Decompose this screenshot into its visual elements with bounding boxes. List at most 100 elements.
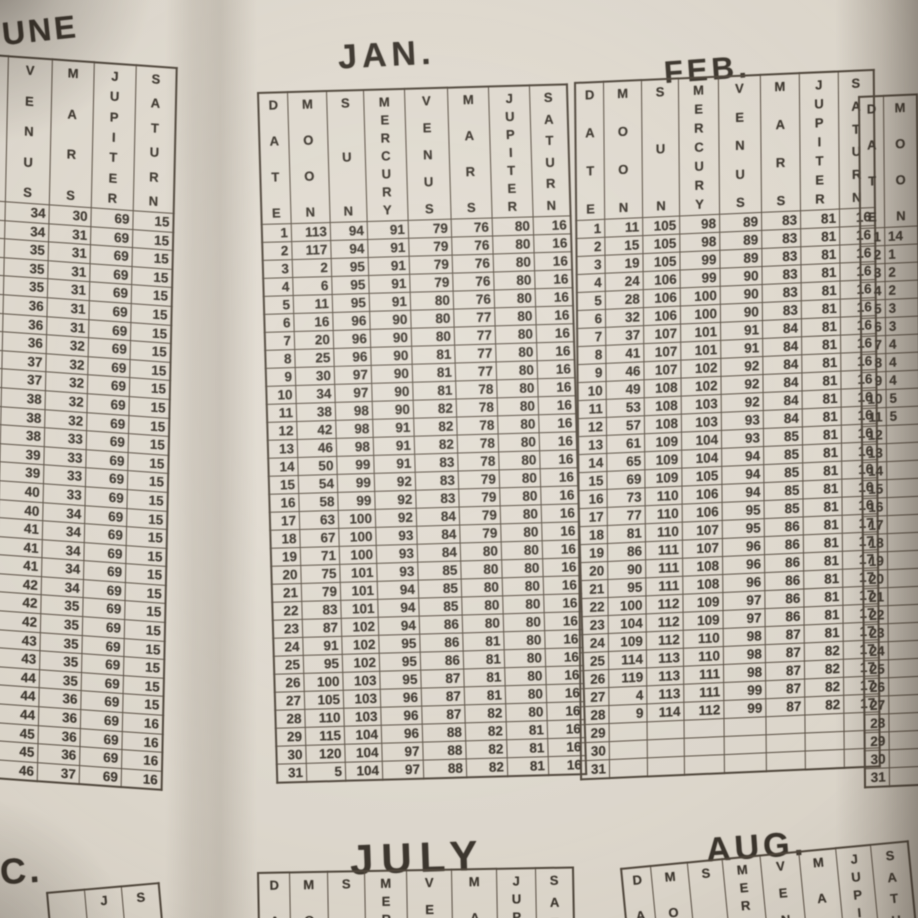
cell: 21 — [863, 587, 888, 607]
cell: 80 — [502, 594, 545, 614]
cell: 61 — [606, 433, 645, 454]
cell: 5 — [886, 406, 918, 426]
cell: 97 — [723, 608, 766, 629]
cell — [889, 766, 918, 787]
cell: 54 — [298, 474, 338, 494]
cell: 25 — [273, 655, 304, 675]
cell: 75 — [300, 564, 341, 584]
cell: 95 — [722, 518, 765, 539]
cell: 81 — [800, 227, 840, 247]
cell: 91 — [368, 256, 410, 276]
cell: 81 — [412, 363, 456, 383]
cell — [886, 478, 918, 498]
cell: 95 — [378, 634, 421, 654]
cell: 77 — [607, 505, 646, 526]
cell — [888, 676, 918, 696]
cell: 90 — [370, 328, 412, 348]
cell: 107 — [682, 520, 723, 541]
cell: 83 — [762, 264, 802, 285]
table-row: 18 — [862, 532, 918, 553]
dec-table-section: J S — [46, 882, 165, 918]
cell: 99 — [723, 698, 766, 719]
cell: 85 — [763, 480, 804, 501]
cell: 81 — [803, 569, 843, 589]
cell: 96 — [722, 536, 765, 557]
cell: 78 — [457, 433, 499, 454]
cell: 80 — [492, 234, 535, 254]
cell: 79 — [409, 273, 454, 293]
cell — [765, 715, 806, 735]
cell: 104 — [344, 743, 383, 763]
cell: 80 — [460, 541, 502, 561]
cell: 83 — [762, 282, 802, 303]
cell: 15 — [578, 471, 608, 491]
table-row: 20 — [863, 568, 918, 589]
cell: 5 — [306, 762, 346, 782]
cell: 28 — [605, 289, 644, 310]
cell: 25 — [294, 348, 335, 368]
cell: 80 — [498, 450, 541, 470]
cell: 82 — [804, 695, 844, 716]
cell: 8 — [265, 349, 296, 369]
cell: 100 — [338, 527, 377, 547]
cell: 97 — [334, 383, 373, 403]
cell: 7 — [264, 331, 295, 351]
cell — [888, 694, 918, 714]
cell: 101 — [340, 581, 378, 601]
cell: 99 — [679, 250, 721, 271]
cell: 112 — [646, 612, 684, 632]
cell: 1 — [884, 244, 918, 264]
cell: 19 — [604, 253, 644, 274]
cell: 19 — [579, 543, 608, 563]
cell — [647, 738, 685, 758]
cell: 103 — [343, 707, 382, 727]
cell: 13 — [267, 439, 298, 459]
cell: 16 — [293, 312, 334, 332]
cell: 81 — [804, 623, 844, 643]
cell: 113 — [646, 648, 684, 668]
cell: 109 — [683, 610, 724, 631]
cell: 108 — [644, 396, 682, 416]
cell: 9 — [577, 363, 607, 383]
cell: 2 — [292, 258, 332, 278]
cell: 23 — [272, 619, 303, 639]
cell: 45 — [0, 740, 39, 763]
cell: 16 — [534, 269, 573, 289]
cell: 104 — [608, 613, 647, 634]
cell: 94 — [721, 464, 764, 485]
cell: 16 — [544, 611, 583, 631]
cell: 90 — [369, 310, 412, 330]
cell: 109 — [644, 468, 682, 488]
table-row: 28 — [864, 712, 918, 733]
cell: 110 — [645, 486, 683, 506]
cell: 79 — [408, 237, 453, 257]
cell: 6 — [860, 317, 886, 337]
cell — [805, 731, 845, 752]
cell: 83 — [301, 600, 342, 620]
cell — [886, 514, 918, 534]
cell: 81 — [802, 479, 842, 499]
cell: 78 — [455, 379, 498, 400]
cell: 28 — [275, 709, 306, 729]
cell: 97 — [382, 760, 424, 780]
cell: 19 — [862, 551, 888, 571]
cell: 79 — [458, 469, 500, 490]
cell: 5 — [860, 299, 886, 319]
cell: 67 — [299, 528, 340, 548]
cell: 71 — [300, 546, 340, 566]
cell: 80 — [501, 558, 544, 578]
cell: 81 — [803, 605, 844, 625]
cell: 89 — [719, 212, 762, 233]
